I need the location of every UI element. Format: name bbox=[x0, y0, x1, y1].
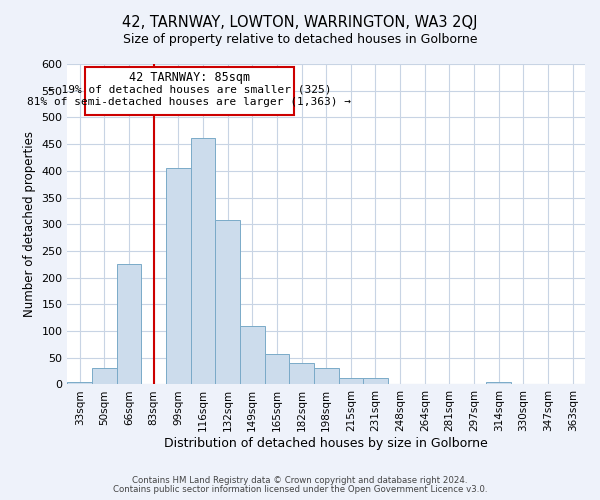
Bar bbox=[166, 168, 191, 384]
Y-axis label: Number of detached properties: Number of detached properties bbox=[23, 131, 36, 317]
Text: 81% of semi-detached houses are larger (1,363) →: 81% of semi-detached houses are larger (… bbox=[28, 97, 352, 107]
Bar bbox=[338, 378, 363, 384]
Bar bbox=[314, 368, 338, 384]
Text: Contains public sector information licensed under the Open Government Licence v3: Contains public sector information licen… bbox=[113, 484, 487, 494]
Bar bbox=[240, 326, 265, 384]
FancyBboxPatch shape bbox=[85, 66, 294, 114]
Bar bbox=[116, 264, 142, 384]
Text: ← 19% of detached houses are smaller (325): ← 19% of detached houses are smaller (32… bbox=[47, 84, 331, 94]
Text: 42 TARNWAY: 85sqm: 42 TARNWAY: 85sqm bbox=[129, 71, 250, 84]
Bar bbox=[487, 382, 511, 384]
Text: Size of property relative to detached houses in Golborne: Size of property relative to detached ho… bbox=[123, 32, 477, 46]
Text: 42, TARNWAY, LOWTON, WARRINGTON, WA3 2QJ: 42, TARNWAY, LOWTON, WARRINGTON, WA3 2QJ bbox=[122, 15, 478, 30]
Bar bbox=[215, 220, 240, 384]
Text: Contains HM Land Registry data © Crown copyright and database right 2024.: Contains HM Land Registry data © Crown c… bbox=[132, 476, 468, 485]
Bar bbox=[92, 368, 116, 384]
Bar bbox=[289, 363, 314, 384]
X-axis label: Distribution of detached houses by size in Golborne: Distribution of detached houses by size … bbox=[164, 437, 488, 450]
Bar bbox=[265, 354, 289, 384]
Bar bbox=[67, 382, 92, 384]
Bar bbox=[191, 138, 215, 384]
Bar bbox=[363, 378, 388, 384]
